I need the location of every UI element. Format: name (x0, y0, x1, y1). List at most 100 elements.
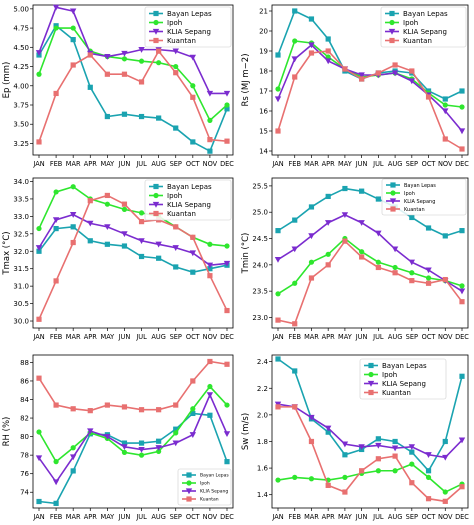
y-tick-label: 19 (259, 48, 268, 56)
legend-label: KLIA Sepang (404, 199, 435, 205)
data-point (392, 453, 398, 459)
x-tick-label: FEB (288, 333, 301, 341)
data-point (359, 468, 365, 474)
data-point (156, 115, 162, 121)
x-tick-label: APR (84, 513, 97, 521)
x-tick-label: FEB (288, 160, 301, 168)
y-tick-label: 33.5 (13, 195, 29, 203)
data-point (409, 480, 415, 486)
y-tick-label: 34.0 (13, 178, 29, 186)
y-tick-label: 1.6 (257, 465, 269, 473)
x-tick-label: OCT (186, 333, 201, 341)
data-point (325, 48, 331, 54)
data-point (392, 264, 398, 271)
data-point (87, 408, 93, 414)
data-point (409, 461, 415, 467)
data-point (359, 76, 365, 82)
y-axis-label: Sw (m/s) (241, 413, 251, 450)
x-tick-label: JUL (372, 160, 384, 168)
data-point (87, 52, 93, 58)
x-tick-label: OCT (422, 513, 437, 521)
data-point (325, 482, 331, 488)
data-point (156, 448, 162, 455)
legend-label: Bayan Lepas (382, 362, 427, 370)
y-tick-label: 23.0 (252, 314, 268, 322)
data-point (324, 425, 332, 432)
x-tick-label: MAR (304, 513, 319, 521)
x-tick-label: NOV (438, 160, 453, 168)
data-point (190, 139, 196, 145)
series-line (277, 403, 463, 459)
data-point (308, 275, 315, 281)
data-point (173, 125, 179, 131)
legend-marker (389, 198, 397, 205)
legend-label: Kuantan (167, 37, 196, 45)
x-tick-label: APR (84, 333, 97, 341)
data-point (459, 146, 465, 152)
data-point (425, 474, 432, 480)
legend-marker (390, 206, 396, 212)
x-tick-label: MAR (304, 160, 319, 168)
x-tick-label: JUL (372, 333, 384, 341)
data-point (459, 283, 465, 289)
data-point (325, 36, 331, 42)
data-point (155, 241, 162, 248)
legend-marker (153, 10, 159, 17)
legend-label: KLIA Sepang (167, 201, 211, 209)
y-tick-label: 30.5 (13, 300, 29, 308)
x-tick-label: MAR (66, 513, 81, 521)
data-point (87, 238, 93, 244)
data-point (408, 259, 416, 266)
legend-marker (153, 210, 159, 217)
data-point (70, 224, 76, 230)
x-tick-label: DEC (220, 160, 234, 168)
y-tick-label: 25.0 (252, 209, 268, 217)
legend-label: Ipoh (403, 19, 418, 27)
data-point (190, 269, 196, 275)
data-point (358, 444, 365, 450)
data-point (292, 404, 298, 410)
legend-marker (389, 10, 395, 17)
y-tick-label: 4.50 (13, 44, 29, 52)
x-tick-label: FEB (50, 333, 63, 341)
data-point (325, 429, 331, 435)
series-line (38, 27, 228, 122)
y-tick-label: 17 (259, 88, 268, 96)
x-tick-label: AUG (388, 513, 402, 521)
y-tick-label: 3.50 (13, 121, 29, 129)
x-tick-label: DEC (220, 513, 234, 521)
data-point (189, 250, 197, 257)
legend-label: Bayan Lepas (167, 183, 212, 191)
legend-marker (186, 480, 192, 486)
legend-label: KLIA Sepang (167, 28, 211, 36)
data-point (138, 113, 145, 120)
data-point (375, 442, 382, 449)
legend-marker (153, 19, 159, 26)
data-point (325, 193, 331, 200)
data-point (156, 438, 162, 444)
x-tick-label: AUG (151, 333, 165, 341)
legend-marker (152, 201, 160, 208)
data-point (52, 4, 60, 11)
legend-marker (153, 183, 159, 190)
data-point (70, 239, 76, 246)
x-tick-label: JAN (32, 160, 44, 168)
data-point (342, 474, 348, 480)
data-point (375, 468, 381, 474)
chart-panel-6: 1.4 1.6 1.8 2.0 2.2 2.4 JAN FEB MAR APR MAY JUN JUL A… (241, 354, 469, 521)
data-point (425, 267, 432, 274)
y-tick-label: 31.5 (13, 265, 29, 273)
data-point (121, 50, 128, 57)
data-point (274, 96, 282, 103)
x-tick-label: NOV (203, 333, 218, 341)
x-tick-label: JAN (271, 160, 283, 168)
x-tick-label: FEB (50, 513, 63, 521)
data-point (392, 468, 398, 474)
series-4 (36, 358, 230, 414)
data-point (173, 70, 179, 76)
data-point (69, 8, 77, 15)
data-point (53, 189, 59, 195)
